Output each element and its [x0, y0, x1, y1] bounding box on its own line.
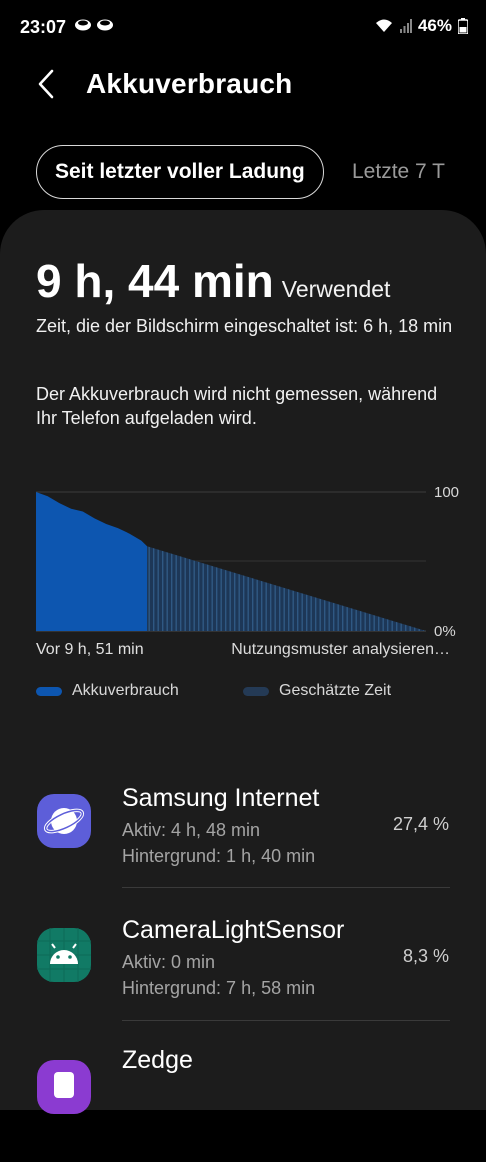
estimated-area [147, 546, 426, 631]
status-bar: 23:07 46% [0, 0, 486, 56]
legend-label-used: Akkuverbrauch [72, 682, 179, 699]
list-divider [122, 1020, 450, 1021]
app-active-time: Aktiv: 0 min [122, 952, 216, 972]
app-percent: 8,3 % [402, 946, 449, 966]
charging-note: Der Akkuverbrauch wird nicht gemessen, w… [36, 384, 438, 428]
android-icon [37, 928, 91, 982]
notification-icon [97, 19, 113, 31]
battery-icon [458, 18, 468, 34]
app-header: Akkuverbrauch [0, 56, 486, 112]
page-title: Akkuverbrauch [86, 68, 293, 99]
app-percent: 27,4 % [392, 814, 449, 834]
y-tick-bottom: 0% [434, 623, 456, 640]
legend-estimated: Geschätzte Zeit [243, 682, 391, 700]
app-background-time: Hintergrund: 1 h, 40 min [122, 846, 316, 866]
list-divider [122, 887, 450, 888]
battery-chart: 100 0% [36, 484, 459, 640]
app-active-time: Aktiv: 4 h, 48 min [122, 820, 261, 840]
app-row-samsung-internet[interactable]: Samsung Internet Aktiv: 4 h, 48 min Hint… [0, 768, 486, 898]
y-tick-top: 100 [434, 484, 459, 501]
legend-swatch-estimated [243, 686, 269, 696]
period-tabs: Seit letzter voller Ladung Letzte 7 T [0, 145, 486, 201]
used-area [36, 492, 148, 631]
legend-label-estimated: Geschätzte Zeit [279, 682, 392, 699]
wifi-icon [375, 19, 392, 32]
app-name: Samsung Internet [122, 784, 320, 812]
tab-since-last-charge[interactable]: Seit letzter voller Ladung [36, 145, 324, 199]
status-time: 23:07 [20, 17, 67, 37]
screen-on-time: Zeit, die der Bildschirm eingeschaltet i… [36, 316, 453, 336]
status-indicators: 46% [374, 16, 468, 36]
usage-label: Verwendet [281, 276, 391, 302]
x-label-start: Vor 9 h, 51 min [36, 641, 144, 658]
usage-value: 9 h, 44 min [36, 255, 274, 307]
app-row-cameralightsensor[interactable]: CameraLightSensor Aktiv: 0 min Hintergru… [0, 900, 486, 1030]
app-background-time: Hintergrund: 7 h, 58 min [122, 978, 316, 998]
notification-icon [75, 19, 91, 31]
analyze-usage-pattern-link[interactable]: Nutzungsmuster analysieren… [231, 641, 450, 658]
battery-percent: 46% [417, 16, 452, 35]
zedge-icon [37, 1060, 91, 1114]
signal-icon [399, 19, 412, 33]
app-name: CameraLightSensor [122, 916, 345, 944]
samsung-internet-icon [37, 794, 91, 848]
app-row-zedge[interactable]: Zedge [0, 1032, 486, 1162]
legend-swatch-used [36, 686, 62, 696]
back-arrow-icon[interactable] [30, 66, 66, 102]
legend-used: Akkuverbrauch [36, 682, 179, 700]
usage-summary: 9 h, 44 min Verwendet [36, 254, 390, 308]
tab-last-7-days[interactable]: Letzte 7 T [352, 160, 446, 183]
app-name: Zedge [122, 1046, 193, 1074]
